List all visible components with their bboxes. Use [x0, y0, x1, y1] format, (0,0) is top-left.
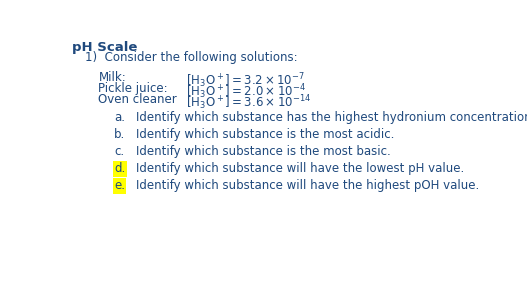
Text: a.: a.: [114, 112, 125, 124]
Text: $[\mathregular{H_3O^+}] = 2.0 \times 10^{-4}$: $[\mathregular{H_3O^+}] = 2.0 \times 10^…: [186, 82, 306, 101]
Text: Identify which substance will have the highest pOH value.: Identify which substance will have the h…: [135, 179, 479, 192]
Text: e.: e.: [114, 179, 125, 192]
Text: Identify which substance is the most acidic.: Identify which substance is the most aci…: [135, 128, 394, 141]
Text: 1)  Consider the following solutions:: 1) Consider the following solutions:: [85, 51, 298, 64]
Text: Oven cleaner: Oven cleaner: [99, 93, 177, 106]
Text: Milk:: Milk:: [99, 71, 126, 84]
Text: Pickle juice:: Pickle juice:: [99, 82, 168, 95]
Text: $[\mathregular{H_3O^+}] = 3.2 \times 10^{-7}$: $[\mathregular{H_3O^+}] = 3.2 \times 10^…: [186, 71, 305, 90]
Text: $[\mathregular{H_3O^+}] = 3.6 \times 10^{-14}$: $[\mathregular{H_3O^+}] = 3.6 \times 10^…: [186, 93, 311, 112]
Text: c.: c.: [114, 145, 124, 158]
Text: Identify which substance will have the lowest pH value.: Identify which substance will have the l…: [135, 162, 464, 175]
Text: b.: b.: [114, 128, 125, 141]
Text: pH Scale: pH Scale: [72, 41, 138, 54]
Text: Identify which substance has the highest hydronium concentration.: Identify which substance has the highest…: [135, 112, 527, 124]
Text: d.: d.: [114, 162, 125, 175]
Text: Identify which substance is the most basic.: Identify which substance is the most bas…: [135, 145, 391, 158]
